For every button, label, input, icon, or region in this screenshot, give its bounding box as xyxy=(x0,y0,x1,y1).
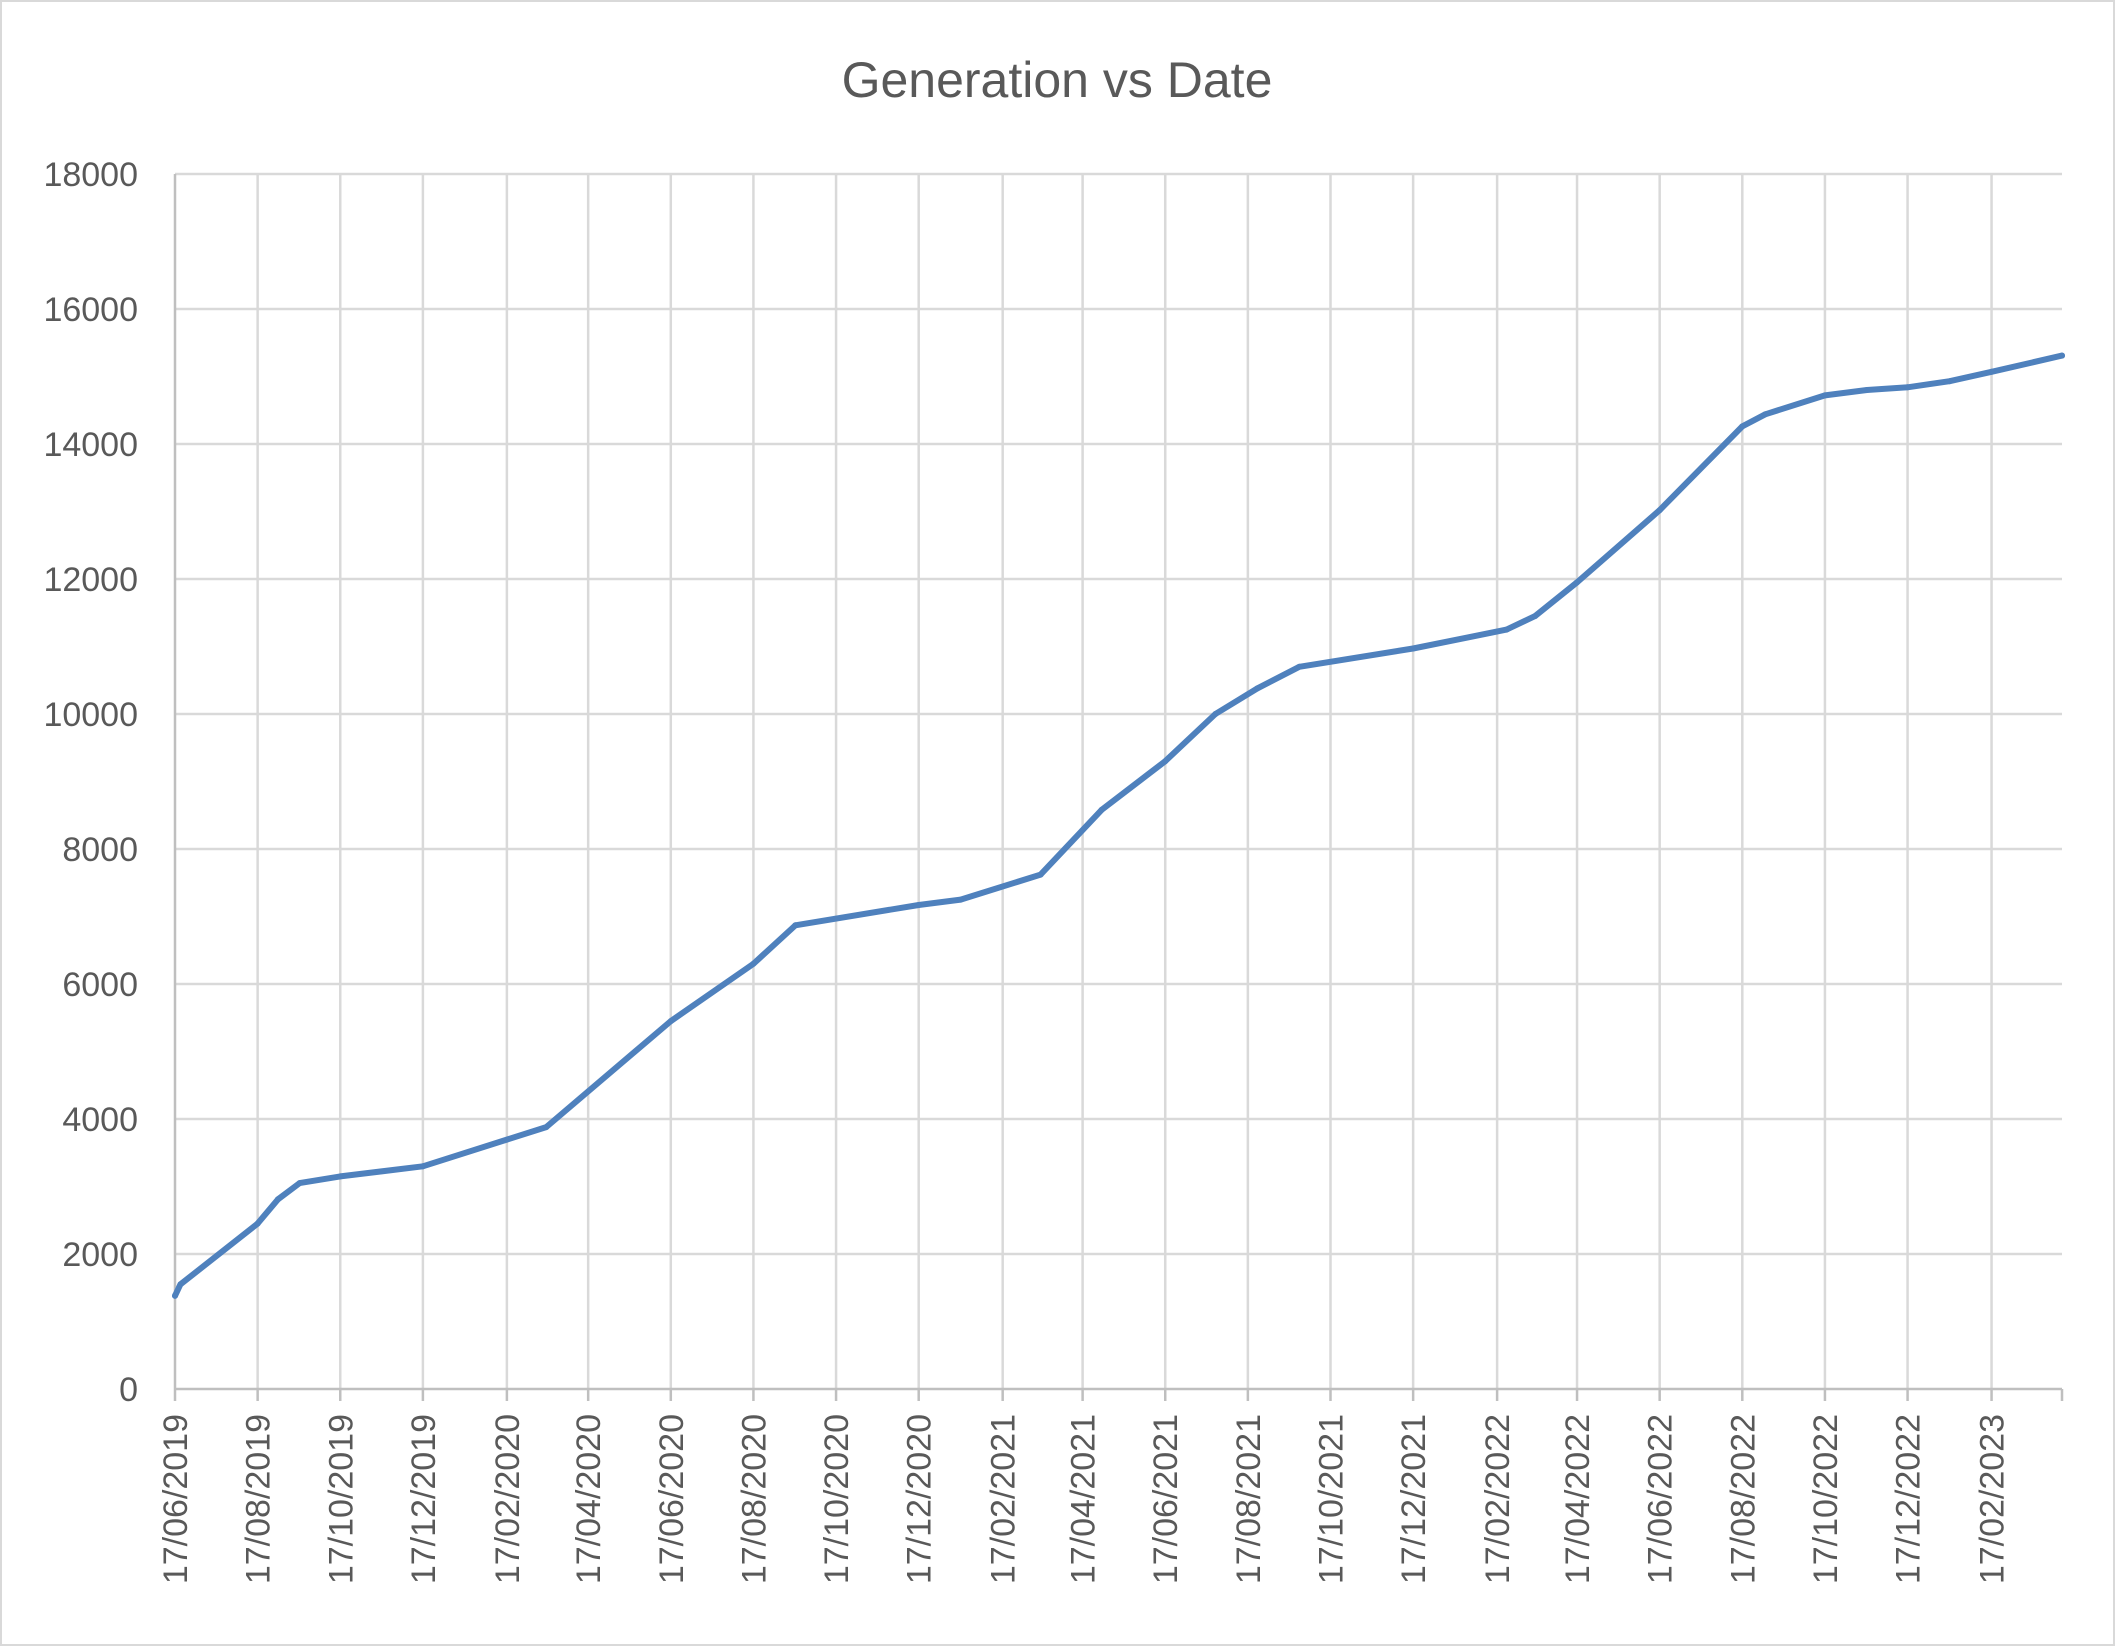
data-point xyxy=(1656,507,1663,514)
data-point xyxy=(2059,352,2065,359)
data-point xyxy=(1410,645,1417,652)
x-tick-label: 17/06/2020 xyxy=(653,1414,691,1584)
x-tick-label: 17/08/2022 xyxy=(1724,1414,1762,1584)
y-tick-label: 8000 xyxy=(62,831,138,869)
data-point xyxy=(1296,663,1303,670)
x-tick-label: 17/08/2019 xyxy=(240,1414,278,1584)
data-point xyxy=(543,1124,550,1131)
data-point xyxy=(1212,711,1219,717)
data-point xyxy=(337,1173,344,1180)
x-tick-label: 17/10/2019 xyxy=(322,1414,360,1584)
y-tick-labels: 0 2000 4000 6000 8000 10000 12000 14000 16000 180… xyxy=(43,156,138,1409)
x-tick-label: 17/06/2022 xyxy=(1642,1414,1680,1584)
data-point xyxy=(275,1196,281,1203)
data-point xyxy=(1574,579,1580,586)
x-tick-label: 17/04/2022 xyxy=(1559,1414,1597,1584)
axes xyxy=(173,174,2064,1401)
y-tick-label: 18000 xyxy=(43,156,138,194)
data-point xyxy=(667,1018,674,1025)
x-tick-label: 17/06/2021 xyxy=(1147,1414,1185,1584)
data-point xyxy=(1863,387,1870,393)
series-layer xyxy=(172,352,2065,1299)
data-point xyxy=(1532,613,1538,620)
y-tick-label: 2000 xyxy=(62,1236,138,1274)
x-tick-label: 17/04/2021 xyxy=(1065,1414,1103,1584)
x-tick-labels: 17/06/2019 17/08/2019 17/10/2019 17/12/2019… xyxy=(157,1414,2012,1584)
data-point xyxy=(177,1281,184,1288)
x-tick-label: 17/10/2020 xyxy=(818,1414,856,1584)
chart-title: Generation vs Date xyxy=(842,52,1273,108)
data-point xyxy=(172,1292,178,1299)
x-tick-label: 17/12/2021 xyxy=(1395,1414,1433,1584)
data-point xyxy=(419,1163,426,1170)
x-tick-label: 17/02/2023 xyxy=(1974,1414,2012,1584)
data-point xyxy=(792,922,799,929)
data-point xyxy=(1988,368,1995,375)
x-tick-label: 17/08/2021 xyxy=(1230,1414,1268,1584)
y-tick-label: 4000 xyxy=(62,1101,138,1139)
x-tick-label: 17/12/2020 xyxy=(901,1414,939,1584)
data-point xyxy=(750,960,757,967)
y-tick-label: 0 xyxy=(119,1371,138,1409)
x-tick-label: 17/10/2021 xyxy=(1312,1414,1350,1584)
data-point xyxy=(1037,871,1044,878)
data-point xyxy=(1739,423,1746,430)
x-tick-label: 17/12/2022 xyxy=(1890,1414,1928,1584)
data-point xyxy=(1821,392,1828,399)
y-tick-label: 6000 xyxy=(62,966,138,1004)
x-tick-label: 17/10/2022 xyxy=(1807,1414,1845,1584)
gridlines xyxy=(175,172,2062,1389)
x-tick-label: 17/04/2020 xyxy=(570,1414,608,1584)
data-point xyxy=(296,1180,303,1187)
data-point xyxy=(1254,685,1261,692)
series-line xyxy=(172,352,2065,1299)
y-tick-label: 12000 xyxy=(43,561,138,599)
y-tick-label: 10000 xyxy=(43,696,138,734)
x-tick-label: 17/06/2019 xyxy=(157,1414,195,1584)
data-point xyxy=(1904,384,1911,391)
data-point xyxy=(1162,758,1169,765)
data-point xyxy=(1098,806,1105,813)
data-point xyxy=(1946,378,1953,385)
x-tick-label: 17/12/2019 xyxy=(405,1414,443,1584)
data-point xyxy=(1762,411,1769,418)
x-tick-label: 17/02/2022 xyxy=(1479,1414,1517,1584)
x-tick-label: 17/02/2020 xyxy=(489,1414,527,1584)
x-tick-label: 17/08/2020 xyxy=(735,1414,773,1584)
y-tick-label: 16000 xyxy=(43,291,138,329)
data-point xyxy=(957,896,964,903)
data-point xyxy=(915,902,922,908)
x-tick-label: 17/02/2021 xyxy=(985,1414,1023,1584)
data-point xyxy=(1503,626,1510,633)
data-point xyxy=(254,1220,261,1227)
y-tick-label: 14000 xyxy=(43,426,138,464)
